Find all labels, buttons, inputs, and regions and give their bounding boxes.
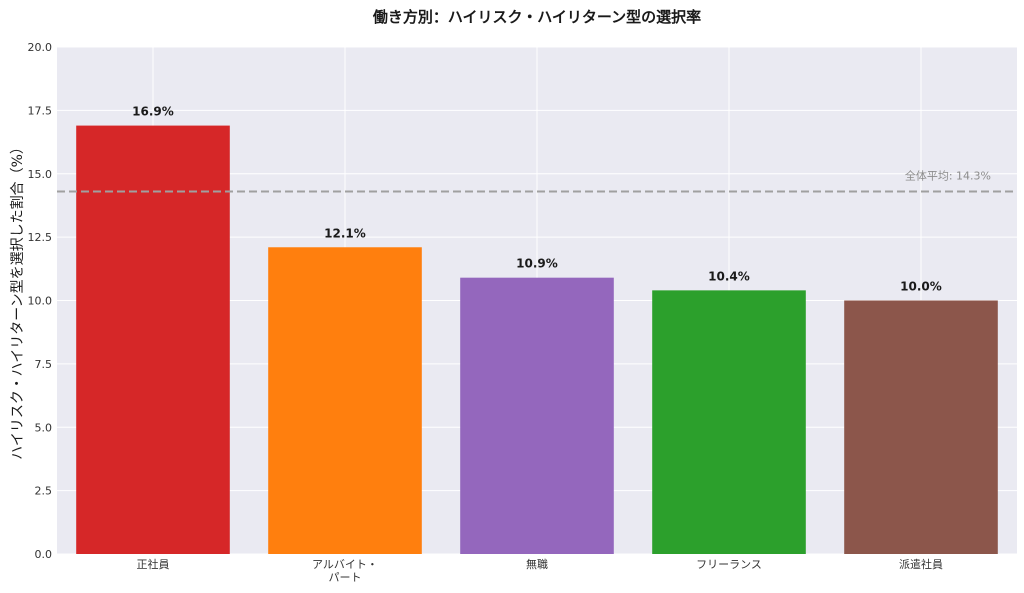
x-tick-label: アルバイト・パート xyxy=(312,558,378,584)
bar xyxy=(844,300,998,554)
bar xyxy=(76,125,230,555)
bars xyxy=(76,125,998,555)
bar xyxy=(652,290,806,554)
data-label: 10.0% xyxy=(900,280,942,294)
chart-title: 働き方別：ハイリスク・ハイリターン型の選択率 xyxy=(372,8,701,26)
bar xyxy=(268,247,422,554)
data-label: 10.9% xyxy=(516,257,558,271)
reference-line-group: 全体平均: 14.3% xyxy=(57,168,1017,193)
y-axis-label: ハイリスク・ハイリターン型を選択した割合（%） xyxy=(9,140,26,460)
average-label: 全体平均: 14.3% xyxy=(905,168,991,182)
data-label: 16.9% xyxy=(132,105,174,119)
x-tick-label: 派遣社員 xyxy=(899,557,943,571)
data-label: 10.4% xyxy=(708,269,750,283)
y-tick-label: 17.5 xyxy=(28,104,53,117)
y-ticks: 0.0 2.5 5.0 7.5 10.0 12.5 15.0 17.5 20.0 xyxy=(28,41,53,561)
x-tick-label: 正社員 xyxy=(137,557,170,571)
y-tick-label: 15.0 xyxy=(28,168,53,181)
data-label: 12.1% xyxy=(324,226,366,240)
y-tick-label: 10.0 xyxy=(28,295,53,308)
x-tick-label: 無職 xyxy=(526,557,548,571)
y-tick-label: 0.0 xyxy=(35,548,53,561)
x-ticks: 正社員 アルバイト・パート 無職 フリーランス 派遣社員 xyxy=(137,557,944,584)
y-tick-label: 2.5 xyxy=(35,485,53,498)
x-tick-label: フリーランス xyxy=(696,558,762,571)
bar xyxy=(460,277,614,554)
data-labels: 16.9% 12.1% 10.9% 10.4% 10.0% xyxy=(132,105,942,294)
y-tick-label: 7.5 xyxy=(35,358,53,371)
y-tick-label: 5.0 xyxy=(35,421,53,434)
y-tick-label: 20.0 xyxy=(28,41,53,54)
y-tick-label: 12.5 xyxy=(28,231,53,244)
